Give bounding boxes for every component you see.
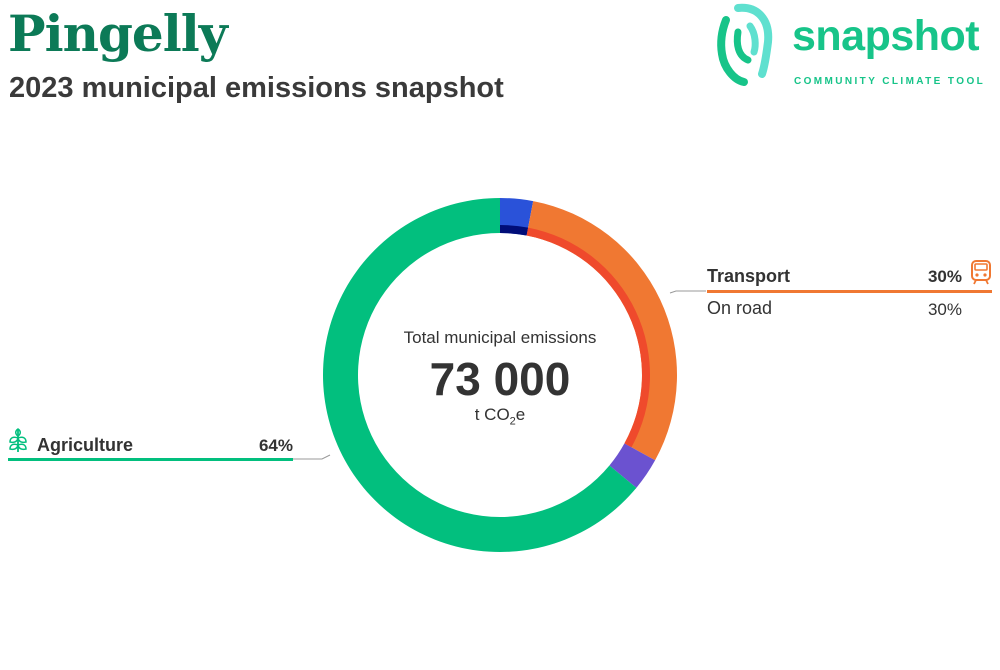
train-icon xyxy=(971,260,991,285)
page-title: Pingelly xyxy=(8,4,228,63)
legend-agriculture-label: Agriculture xyxy=(37,435,134,455)
legend-transport-label: Transport xyxy=(707,266,791,286)
sub-slice-stationary-energy[interactable] xyxy=(500,225,529,236)
legend-transport-pct: 30% xyxy=(927,267,962,286)
inner-ring xyxy=(500,225,650,448)
slice-waste[interactable] xyxy=(609,443,656,488)
agriculture-leader-line xyxy=(292,454,331,460)
page-subtitle: 2023 municipal emissions snapshot xyxy=(9,72,504,104)
legend-transport-line xyxy=(707,290,992,293)
total-emissions-label: Total municipal emissions xyxy=(403,328,597,347)
legend-agriculture-line xyxy=(8,458,293,461)
wheat-icon xyxy=(9,428,27,452)
fingerprint-logo-icon xyxy=(717,3,773,86)
legend-on-road-label: On road xyxy=(707,298,773,318)
logo-wordmark: snapshot xyxy=(792,12,980,60)
snapshot-logo[interactable]: snapshot COMMUNITY CLIMATE TOOL xyxy=(714,2,1000,92)
transport-leader-line xyxy=(669,290,706,294)
slice-agriculture[interactable] xyxy=(323,198,637,552)
sub-slice-on-road[interactable] xyxy=(526,227,650,448)
outer-ring xyxy=(323,198,677,552)
legend-on-road-pct: 30% xyxy=(927,300,962,319)
logo-tagline: COMMUNITY CLIMATE TOOL xyxy=(794,76,986,87)
total-emissions-unit: t CO2e xyxy=(474,405,526,428)
slice-transport[interactable] xyxy=(526,201,677,461)
legend-agriculture-pct: 64% xyxy=(258,436,293,455)
total-emissions-value: 73 000 xyxy=(429,353,571,405)
